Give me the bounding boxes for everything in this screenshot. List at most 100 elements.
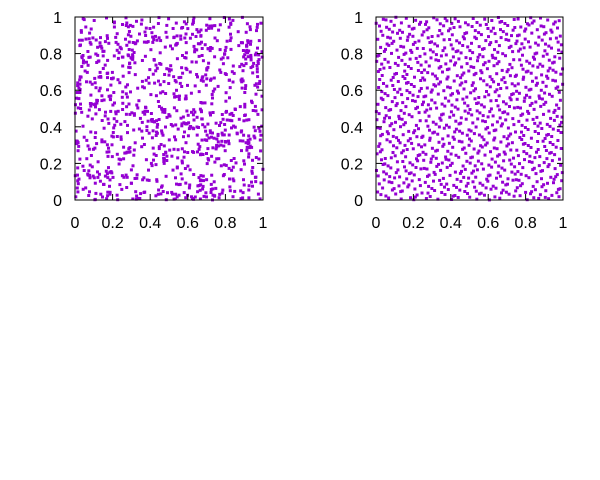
- data-point: [400, 93, 404, 97]
- data-point: [192, 44, 196, 48]
- data-point: [149, 112, 153, 115]
- data-point: [515, 97, 519, 101]
- data-point: [427, 173, 431, 177]
- data-points: [73, 15, 265, 202]
- data-point: [485, 177, 489, 181]
- data-point: [454, 50, 458, 54]
- data-point: [458, 188, 462, 192]
- data-point: [478, 192, 481, 196]
- data-point: [217, 144, 221, 148]
- data-point: [95, 61, 99, 64]
- data-point: [393, 72, 397, 76]
- data-point: [531, 55, 535, 59]
- data-point: [539, 24, 543, 28]
- data-point: [384, 114, 388, 118]
- data-point: [200, 47, 204, 50]
- data-point: [413, 195, 417, 199]
- data-point: [228, 189, 232, 193]
- data-point: [407, 65, 410, 68]
- data-point: [388, 140, 392, 144]
- data-point: [481, 119, 485, 123]
- data-point: [523, 142, 527, 145]
- data-point: [75, 96, 79, 100]
- data-point: [101, 195, 104, 199]
- data-point: [154, 163, 158, 167]
- data-point: [547, 44, 551, 48]
- data-point: [392, 39, 396, 43]
- data-point: [390, 41, 394, 45]
- data-point: [198, 145, 202, 149]
- data-point: [77, 38, 81, 42]
- data-point: [495, 62, 499, 66]
- data-point: [409, 67, 413, 70]
- data-point: [93, 81, 97, 85]
- data-point: [418, 184, 422, 188]
- data-point: [535, 150, 538, 154]
- data-point: [442, 142, 446, 146]
- data-point: [458, 25, 462, 29]
- data-point: [178, 81, 182, 85]
- data-point: [175, 34, 179, 38]
- data-point: [246, 55, 250, 59]
- data-point: [416, 154, 420, 157]
- data-point: [141, 85, 145, 89]
- data-point: [132, 51, 136, 54]
- data-point: [218, 68, 222, 72]
- data-point: [124, 85, 128, 89]
- data-point: [385, 138, 389, 142]
- data-point: [188, 183, 192, 187]
- data-point: [476, 101, 480, 105]
- data-point: [201, 59, 205, 63]
- data-point: [476, 59, 479, 63]
- data-point: [453, 105, 457, 109]
- data-point: [521, 112, 525, 116]
- data-point: [208, 49, 212, 53]
- data-point: [89, 27, 93, 31]
- data-point: [439, 54, 443, 58]
- data-point: [464, 151, 468, 155]
- data-point: [470, 83, 474, 87]
- data-point: [228, 118, 232, 122]
- data-point: [201, 174, 205, 178]
- data-point: [86, 50, 90, 53]
- data-point: [260, 55, 264, 59]
- data-point: [183, 122, 187, 126]
- data-point: [165, 159, 169, 162]
- data-point: [425, 167, 429, 171]
- data-point: [417, 39, 421, 43]
- data-point: [516, 154, 520, 158]
- data-point: [108, 178, 112, 182]
- data-point: [169, 123, 173, 126]
- data-point: [447, 125, 451, 129]
- data-point: [257, 53, 261, 57]
- data-point: [211, 111, 215, 114]
- data-point: [416, 105, 419, 109]
- data-point: [454, 153, 458, 157]
- data-point: [160, 131, 164, 135]
- data-point: [384, 18, 388, 22]
- data-point: [408, 32, 412, 36]
- data-point: [455, 185, 458, 189]
- data-point: [438, 116, 442, 120]
- data-point: [76, 84, 80, 88]
- data-point: [218, 48, 222, 52]
- data-point: [477, 45, 481, 49]
- data-point: [424, 60, 428, 64]
- data-point: [177, 97, 181, 101]
- data-point: [77, 144, 81, 148]
- data-point: [441, 70, 444, 74]
- data-point: [128, 112, 132, 116]
- data-point: [157, 145, 161, 149]
- data-point: [142, 86, 146, 90]
- data-point: [167, 82, 171, 85]
- data-point: [210, 46, 214, 50]
- data-point: [222, 144, 226, 148]
- data-point: [398, 141, 402, 145]
- data-point: [497, 82, 500, 86]
- data-point: [177, 193, 181, 197]
- data-point: [378, 142, 382, 146]
- data-point: [417, 178, 421, 182]
- data-point: [198, 107, 202, 111]
- data-point: [420, 33, 424, 37]
- data-point: [254, 156, 258, 159]
